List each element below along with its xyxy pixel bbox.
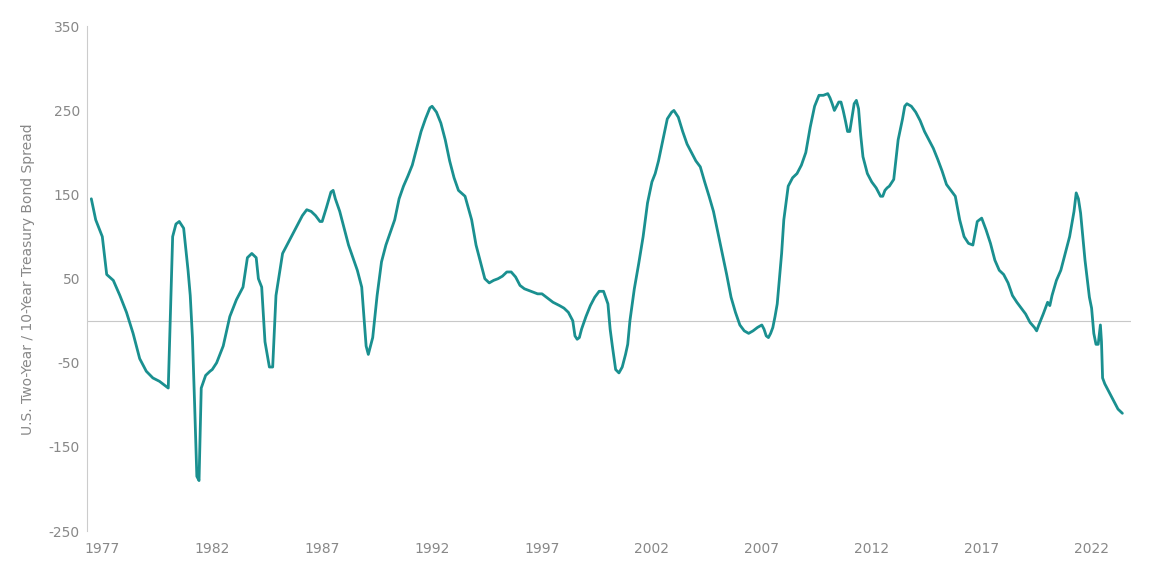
Y-axis label: U.S. Two-Year / 10-Year Treasury Bond Spread: U.S. Two-Year / 10-Year Treasury Bond Sp… <box>21 123 35 434</box>
